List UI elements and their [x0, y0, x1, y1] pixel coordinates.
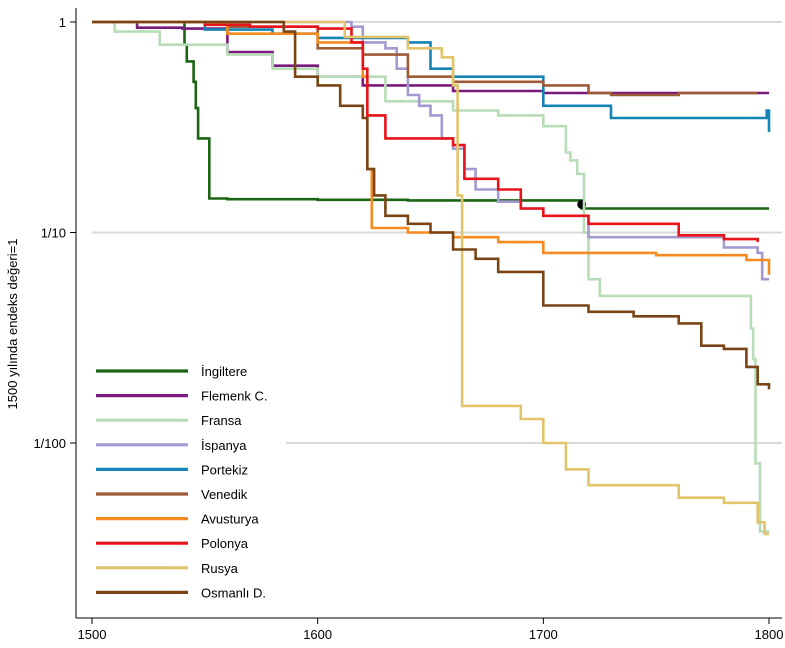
- legend-label-2: Fransa: [201, 413, 242, 428]
- legend-label-8: Rusya: [201, 561, 239, 576]
- x-tick-label-2: 1700: [529, 627, 558, 642]
- y-axis-title: 1500 yılında endeks değeri=1: [5, 239, 20, 410]
- series-line-5: [92, 22, 758, 95]
- legend-label-5: Venedik: [201, 487, 248, 502]
- legend-label-7: Polonya: [201, 536, 249, 551]
- legend-label-4: Portekiz: [201, 462, 248, 477]
- legend: İngiltere Flemenk C. Fransa İspanya Portekiz…: [86, 358, 286, 606]
- y-tick-label-2: 1/100: [33, 436, 66, 451]
- x-tick-label-3: 1800: [755, 627, 784, 642]
- legend-label-3: İspanya: [201, 438, 247, 453]
- legend-label-1: Flemenk C.: [201, 389, 267, 404]
- x-tick-label-0: 1500: [78, 627, 107, 642]
- y-tick-label-1: 1/10: [41, 226, 66, 241]
- y-tick-label-0: 1: [59, 15, 66, 30]
- legend-label-0: İngiltere: [201, 364, 247, 379]
- legend-label-6: Avusturya: [201, 512, 259, 527]
- x-tick-label-1: 1600: [303, 627, 332, 642]
- legend-label-9: Osmanlı D.: [201, 585, 266, 600]
